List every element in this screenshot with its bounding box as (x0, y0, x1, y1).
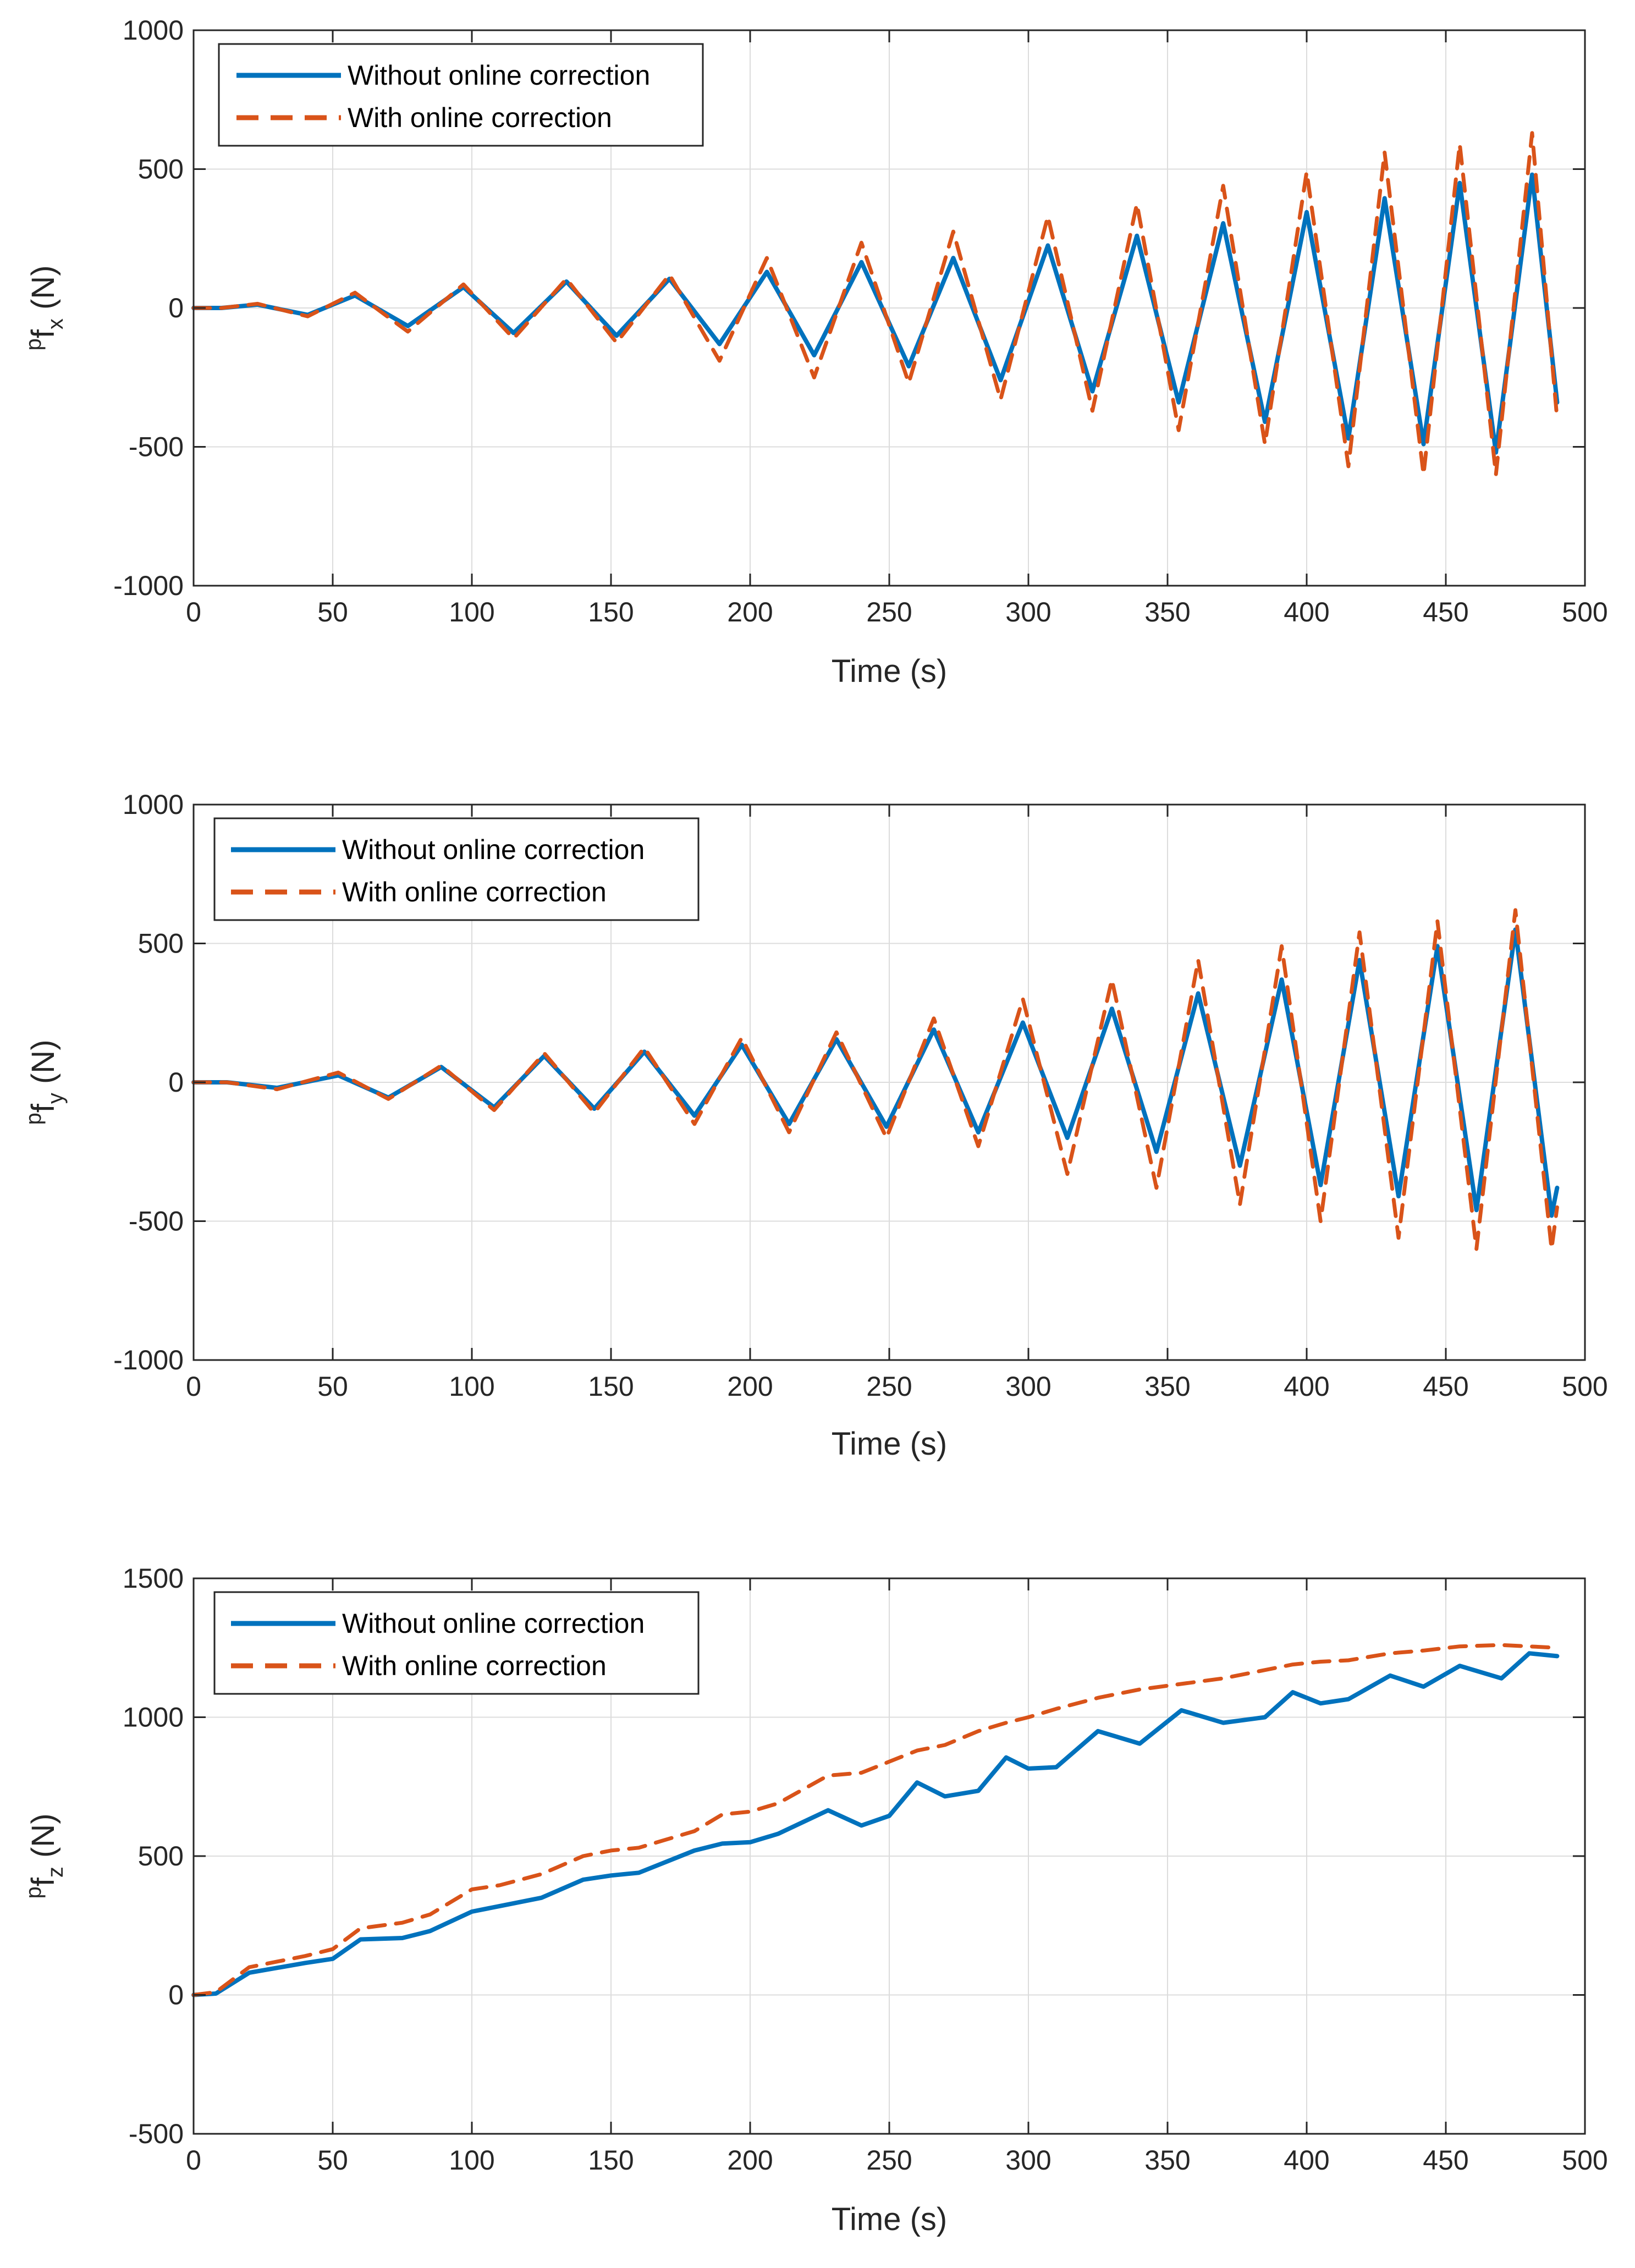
legend-fy: Without online correction With online co… (213, 817, 700, 921)
x-tick-label: 200 (727, 597, 773, 627)
x-tick-label: 500 (1562, 2145, 1608, 2176)
x-tick-label: 450 (1423, 2145, 1468, 2176)
y-axis-label-main: f (25, 1103, 61, 1113)
y-tick-label: 500 (138, 928, 184, 959)
x-tick-label: 100 (449, 597, 494, 627)
x-tick-label: 0 (186, 597, 201, 627)
y-axis-label-unit: (N) (25, 1039, 61, 1093)
x-tick-label: 400 (1284, 2145, 1329, 2176)
y-tick-label: -500 (129, 1206, 184, 1237)
y-tick-label: 1000 (123, 15, 184, 46)
x-tick-label: 350 (1144, 1371, 1190, 1402)
x-tick-label: 50 (317, 597, 348, 627)
ticks-fx: 0 50 100 150 200 250 300 350 400 450 500 -1000 -500 0… (113, 15, 1608, 627)
x-tick-label: 400 (1284, 1371, 1329, 1402)
x-axis-label: Time (s) (832, 1426, 947, 1462)
y-axis-label: pfx (N) (21, 265, 68, 350)
y-tick-label: 1000 (123, 789, 184, 820)
y-axis-label-sub: x (43, 318, 68, 329)
x-tick-label: 450 (1423, 597, 1468, 627)
x-tick-label: 350 (1144, 597, 1190, 627)
legend-box (213, 817, 700, 921)
y-tick-label: 0 (168, 1067, 184, 1098)
y-tick-label: -500 (129, 2118, 184, 2149)
y-axis-label-sub: y (43, 1093, 68, 1104)
y-tick-label: 0 (168, 1980, 184, 2011)
y-axis-label-sup: p (21, 338, 46, 350)
y-tick-label: -500 (129, 432, 184, 463)
x-axis-label: Time (s) (832, 2201, 947, 2237)
series-line-with-correction (191, 1643, 1559, 1997)
legend-label-without: Without online correction (348, 60, 650, 91)
series-line-without-correction (191, 1651, 1560, 1997)
y-axis-label-main: f (25, 329, 61, 338)
x-tick-label: 500 (1562, 597, 1608, 627)
x-tick-label: 100 (449, 1371, 494, 1402)
y-axis-label: pfy (N) (21, 1039, 68, 1125)
x-tick-label: 50 (317, 2145, 348, 2176)
legend-fz: Without online correction With online co… (213, 1591, 700, 1695)
y-axis-label: pfz (N) (21, 1813, 68, 1898)
legend-box (218, 43, 704, 147)
series-fy (191, 908, 1560, 1251)
y-tick-label: 500 (138, 154, 184, 185)
y-tick-label: -1000 (113, 570, 184, 601)
series-fx (191, 131, 1560, 477)
legend-label-with: With online correction (342, 877, 607, 907)
x-tick-label: 400 (1284, 597, 1329, 627)
legend-label-without: Without online correction (342, 1608, 645, 1639)
series-line-with-correction (191, 908, 1559, 1251)
legend-label-without: Without online correction (342, 834, 645, 865)
x-tick-label: 350 (1144, 2145, 1190, 2176)
chart-fy: 0 50 100 150 200 250 300 350 400 450 500 -1000 -500 0… (21, 789, 1608, 1462)
x-tick-label: 250 (866, 2145, 912, 2176)
legend-fx: Without online correction With online co… (218, 43, 704, 147)
x-axis-label: Time (s) (832, 653, 947, 689)
x-tick-label: 100 (449, 2145, 494, 2176)
y-tick-label: 1000 (123, 1702, 184, 1733)
y-axis-label-sup: p (21, 1113, 46, 1125)
x-tick-label: 150 (588, 2145, 634, 2176)
y-axis-label-unit: (N) (25, 265, 61, 318)
x-tick-label: 500 (1562, 1371, 1608, 1402)
x-tick-label: 300 (1005, 2145, 1051, 2176)
x-tick-label: 150 (588, 1371, 634, 1402)
x-tick-label: 200 (727, 2145, 773, 2176)
y-tick-label: 0 (168, 293, 184, 323)
legend-box (213, 1591, 700, 1695)
chart-fx: 0 50 100 150 200 250 300 350 400 450 500 -1000 -500 0… (21, 15, 1608, 689)
y-axis-label-sup: p (21, 1886, 46, 1898)
y-tick-label: 1500 (123, 1563, 184, 1594)
y-tick-label: 500 (138, 1841, 184, 1871)
series-line-with-correction (191, 131, 1559, 477)
x-tick-label: 0 (186, 1371, 201, 1402)
legend-label-with: With online correction (342, 1650, 607, 1681)
y-axis-label-main: f (25, 1877, 61, 1886)
x-tick-label: 300 (1005, 1371, 1051, 1402)
y-axis-label-sub: z (43, 1867, 68, 1878)
chart-fz: 0 50 100 150 200 250 300 350 400 450 500-500050010… (21, 1563, 1608, 2237)
ticks-fz: 0 50 100 150 200 250 300 350 400 450 500-500050010… (123, 1563, 1608, 2176)
x-tick-label: 0 (186, 2145, 201, 2176)
x-tick-label: 250 (866, 597, 912, 627)
y-tick-label: -1000 (113, 1345, 184, 1375)
series-fz (191, 1643, 1560, 1997)
ticks-fy: 0 50 100 150 200 250 300 350 400 450 500 -1000 -500 0… (113, 789, 1608, 1402)
x-tick-label: 200 (727, 1371, 773, 1402)
x-tick-label: 50 (317, 1371, 348, 1402)
legend-label-with: With online correction (348, 102, 612, 133)
x-tick-label: 300 (1005, 597, 1051, 627)
y-axis-label-unit: (N) (25, 1813, 61, 1867)
x-tick-label: 150 (588, 597, 634, 627)
x-tick-label: 450 (1423, 1371, 1468, 1402)
x-tick-label: 250 (866, 1371, 912, 1402)
